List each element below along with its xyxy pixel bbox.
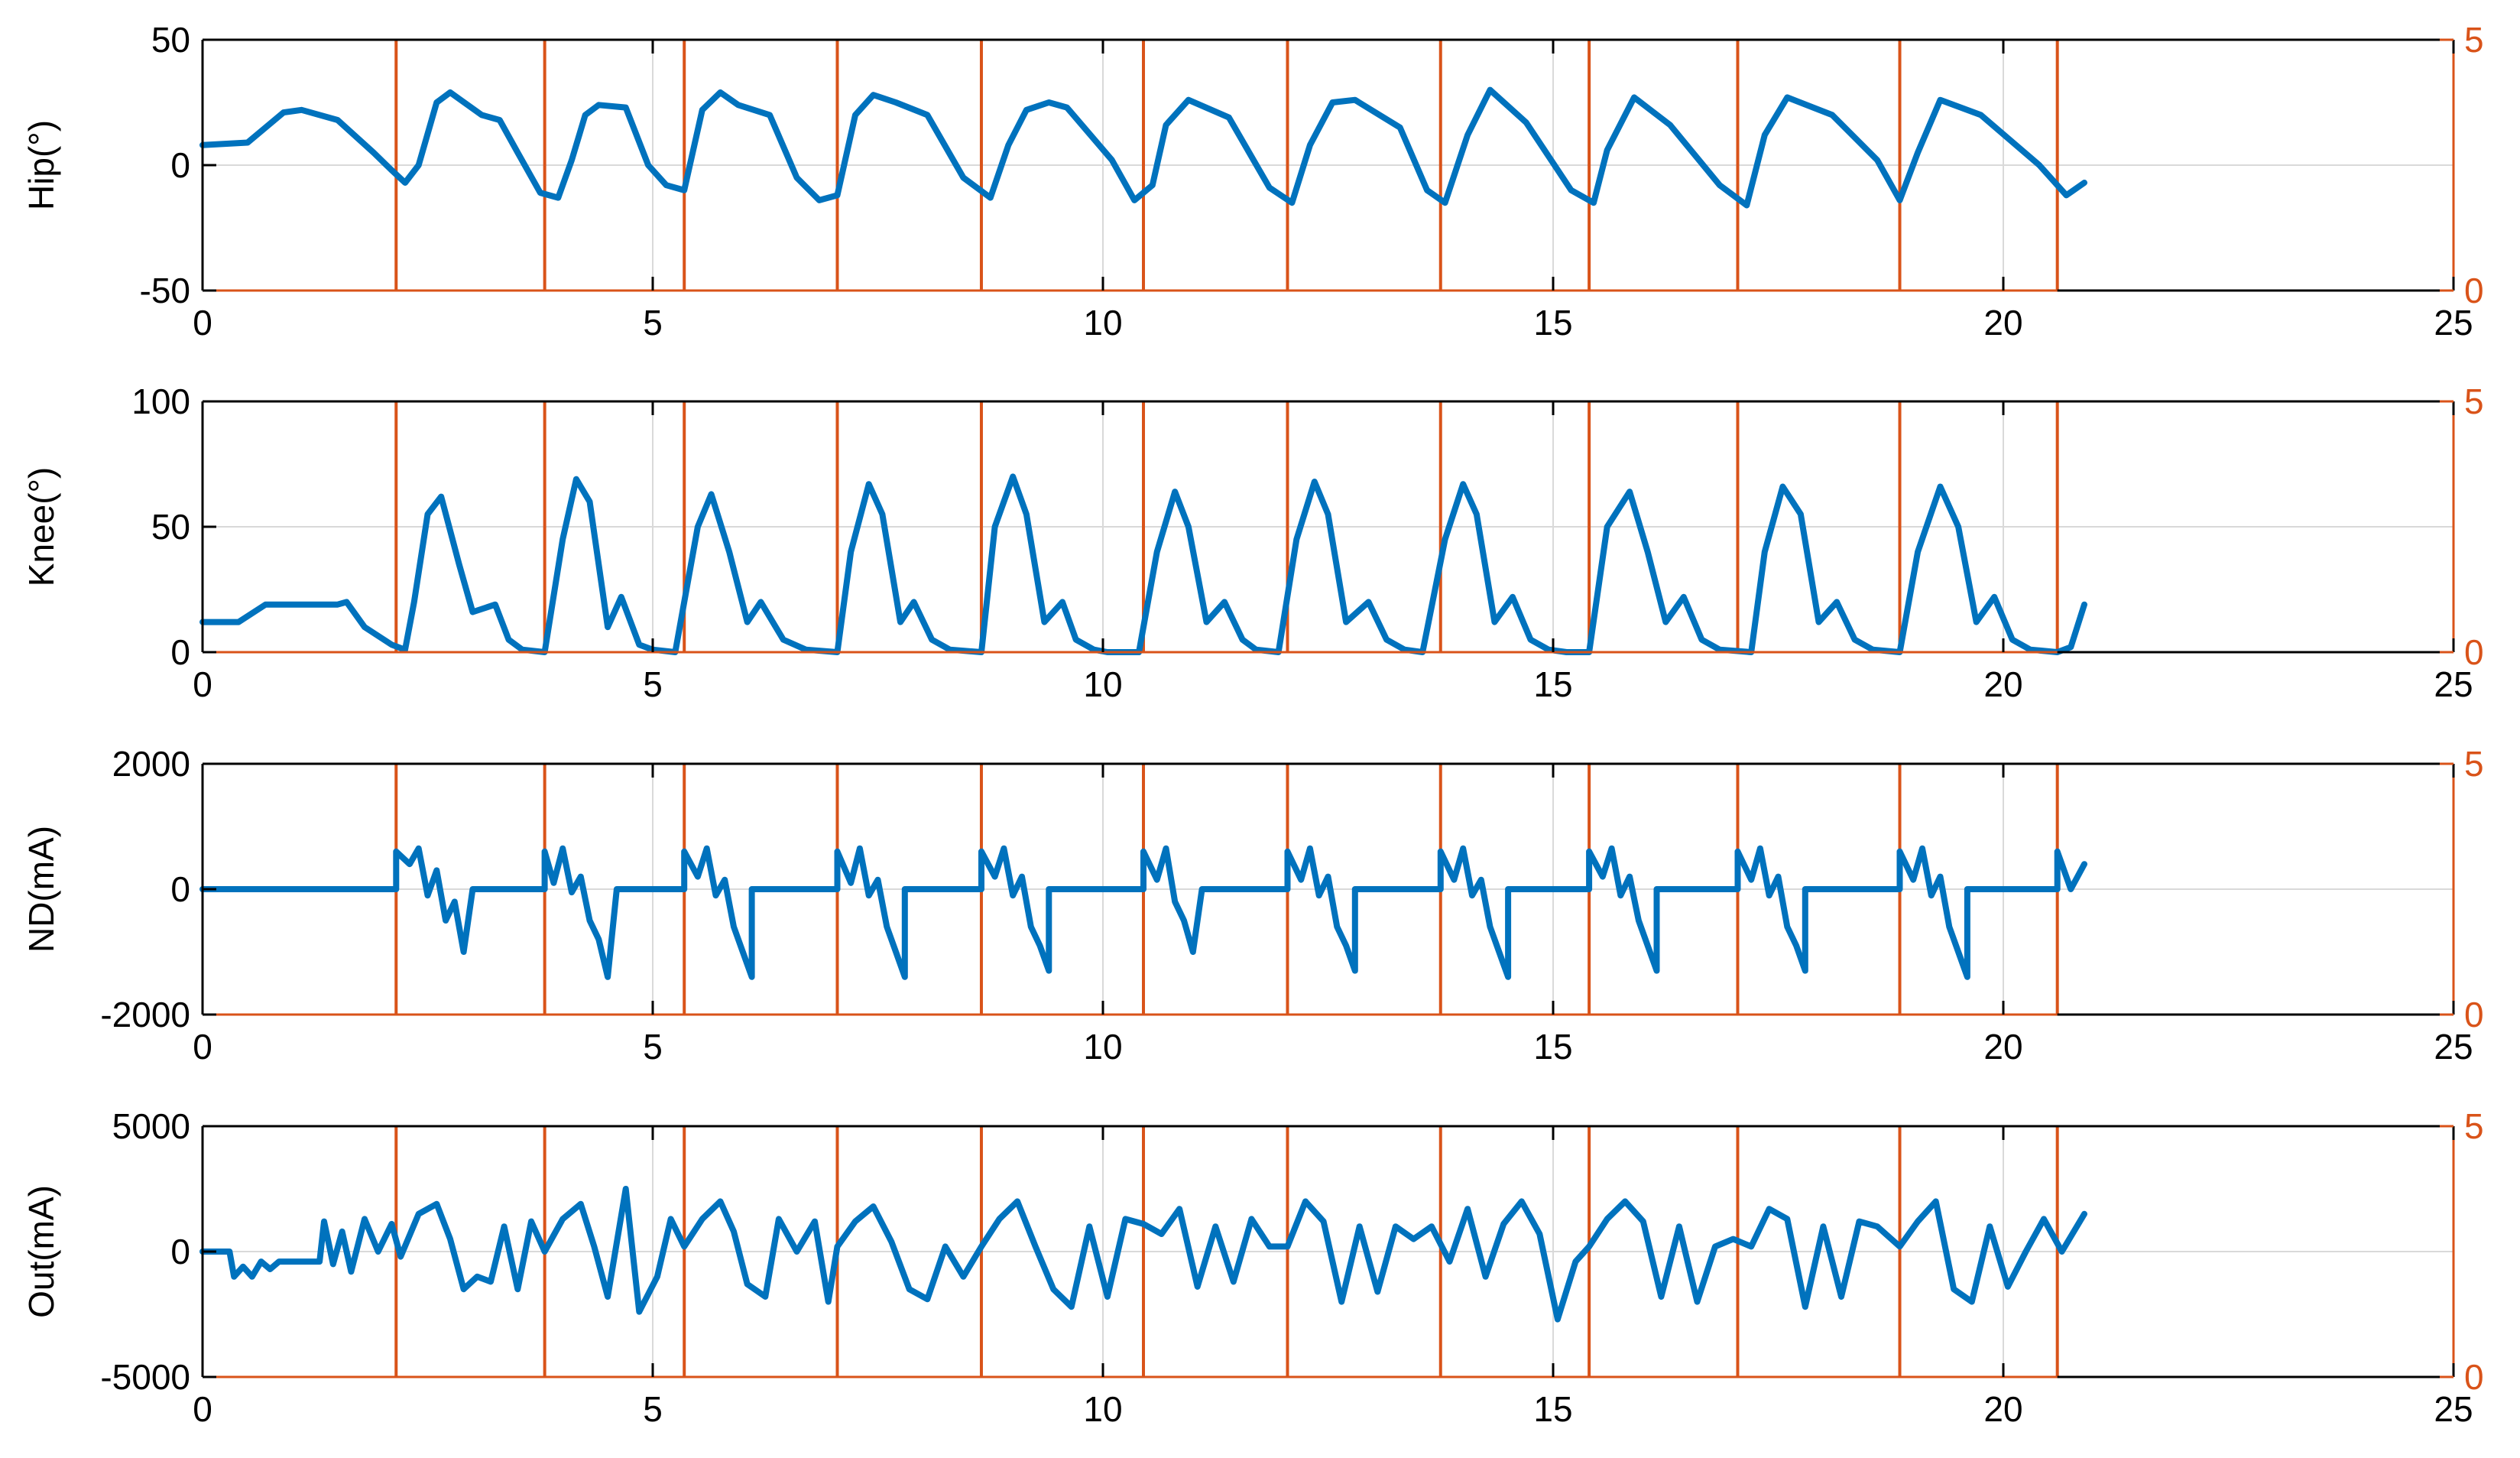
y-axis-label: Hip(°) <box>21 120 61 210</box>
x-tick-label: 10 <box>1083 664 1122 704</box>
x-tick-label: 25 <box>2434 1389 2473 1429</box>
x-tick-label: 0 <box>193 1389 212 1429</box>
x-tick-label: 20 <box>1983 1389 2022 1429</box>
y-tick-label: 0 <box>170 1232 190 1271</box>
y2-tick-label: 0 <box>2464 632 2484 672</box>
x-tick-label: 10 <box>1083 303 1122 343</box>
x-tick-label: 20 <box>1983 664 2022 704</box>
x-tick-label: 10 <box>1083 1027 1122 1067</box>
y2-tick-label: 5 <box>2464 382 2484 421</box>
y2-tick-label: 5 <box>2464 20 2484 60</box>
x-tick-label: 25 <box>2434 1027 2473 1067</box>
x-tick-label: 10 <box>1083 1389 1122 1429</box>
y2-tick-label: 0 <box>2464 995 2484 1034</box>
x-tick-label: 0 <box>193 303 212 343</box>
x-tick-label: 20 <box>1983 1027 2022 1067</box>
y-tick-label: -2000 <box>100 995 190 1034</box>
y2-tick-label: 0 <box>2464 271 2484 310</box>
y2-tick-label: 0 <box>2464 1357 2484 1397</box>
signal-line <box>199 473 2087 655</box>
y-tick-label: 0 <box>170 869 190 909</box>
x-tick-label: 5 <box>643 1027 663 1067</box>
x-tick-label: 25 <box>2434 664 2473 704</box>
x-tick-label: 15 <box>1533 303 1572 343</box>
y-tick-label: 2000 <box>112 744 190 784</box>
y-tick-label: -50 <box>140 271 190 310</box>
y-tick-label: 50 <box>151 20 190 60</box>
y-axis-label: Out(mA) <box>21 1185 61 1318</box>
x-tick-label: 0 <box>193 1027 212 1067</box>
signal-line <box>199 86 2087 209</box>
x-tick-label: 15 <box>1533 664 1572 704</box>
y-tick-label: 5000 <box>112 1106 190 1146</box>
y-axis-label: ND(mA) <box>21 826 61 953</box>
y2-tick-label: 5 <box>2464 744 2484 784</box>
x-tick-label: 15 <box>1533 1027 1572 1067</box>
y-tick-label: 100 <box>131 382 190 421</box>
x-tick-label: 20 <box>1983 303 2022 343</box>
y-axis-label: Knee(°) <box>21 467 61 586</box>
y-tick-label: 0 <box>170 632 190 672</box>
x-tick-label: 5 <box>643 664 663 704</box>
x-tick-label: 25 <box>2434 303 2473 343</box>
x-tick-label: 15 <box>1533 1389 1572 1429</box>
signal-line <box>199 1186 2087 1323</box>
y-tick-label: -5000 <box>100 1357 190 1397</box>
signal-line <box>199 845 2087 980</box>
x-tick-label: 0 <box>193 664 212 704</box>
x-tick-label: 5 <box>643 1389 663 1429</box>
y-tick-label: 50 <box>151 507 190 547</box>
y-tick-label: 0 <box>170 145 190 185</box>
x-tick-label: 5 <box>643 303 663 343</box>
y2-tick-label: 5 <box>2464 1106 2484 1146</box>
